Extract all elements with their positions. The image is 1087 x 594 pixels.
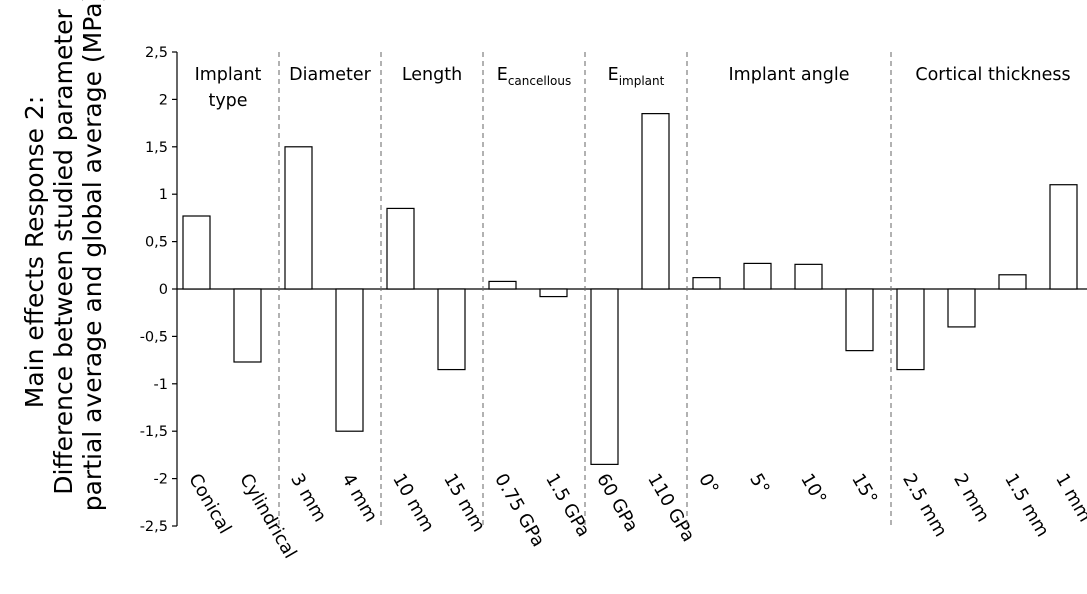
category-label: 0.75 GPa — [490, 470, 549, 550]
bar-0-0 — [182, 215, 211, 290]
y-axis-label-line-2: Difference between studied parameter — [49, 9, 78, 495]
y-tick-label: -1 — [154, 377, 168, 393]
y-tick-label: 0,5 — [145, 235, 168, 251]
bar-2-0 — [386, 207, 415, 290]
bar-2-1 — [437, 288, 466, 371]
y-tick-label: -0,5 — [140, 329, 168, 345]
bar-5-2 — [794, 263, 823, 290]
bar-0-1 — [233, 288, 262, 363]
bar-6-1 — [947, 288, 976, 328]
category-label: 15 mm — [439, 470, 489, 536]
y-tick-label: -2,5 — [140, 519, 168, 535]
category-label: 3 mm — [286, 470, 330, 526]
bar-5-1 — [743, 262, 772, 290]
category-label: 5° — [745, 470, 773, 498]
bar-6-3 — [1049, 184, 1078, 290]
y-tick-label: -2 — [154, 472, 168, 488]
bar-4-1 — [641, 113, 670, 290]
group-label-subscript: cancellous — [508, 74, 571, 88]
category-label: 10 mm — [388, 470, 438, 536]
y-tick-label: 1,5 — [145, 140, 168, 156]
category-label: 1 mm — [1051, 470, 1087, 526]
group-label-main: E — [608, 65, 619, 85]
bar-1-0 — [284, 146, 313, 290]
y-tick-label: 0 — [159, 282, 168, 298]
group-label: Cortical thickness — [915, 65, 1070, 85]
category-label: 1.5 GPa — [541, 470, 594, 541]
category-label: 1.5 mm — [1000, 470, 1053, 541]
group-label-main: E — [497, 65, 508, 85]
bar-3-1 — [539, 288, 568, 298]
y-axis-label-line-3: partial average and global average (MPa) — [78, 0, 107, 511]
group-label: type — [208, 91, 247, 111]
group-label: Implant — [195, 65, 262, 85]
category-label: 110 GPa — [643, 470, 699, 546]
y-tick-label: 2 — [159, 92, 168, 108]
category-label: 10° — [796, 470, 830, 508]
group-label: Length — [402, 65, 462, 85]
bar-5-0 — [692, 277, 721, 290]
group-label: Ecancellous — [497, 65, 571, 88]
bar-5-3 — [845, 288, 874, 352]
group-label: Diameter — [289, 65, 372, 85]
category-label: 2 mm — [949, 470, 993, 526]
bar-6-0 — [896, 288, 925, 371]
y-tick-label: -1,5 — [140, 424, 168, 440]
category-label: Conical — [184, 470, 235, 538]
bar-6-2 — [998, 274, 1027, 290]
category-label: 0° — [694, 470, 722, 498]
bar-1-1 — [335, 288, 364, 432]
bar-4-0 — [590, 288, 619, 465]
y-tick-label: 1 — [159, 187, 168, 203]
bar-3-0 — [488, 280, 517, 290]
category-label: 60 GPa — [592, 470, 642, 536]
y-axis-label-line-1: Main effects Response 2: — [20, 96, 49, 408]
y-tick-label: 2,5 — [145, 45, 168, 61]
category-label: 2.5 mm — [898, 470, 951, 541]
category-label: 15° — [847, 470, 881, 508]
group-label: Eimplant — [608, 65, 665, 88]
group-label-subscript: implant — [619, 74, 665, 88]
group-label: Implant angle — [729, 65, 850, 85]
category-label: 4 mm — [337, 470, 381, 526]
